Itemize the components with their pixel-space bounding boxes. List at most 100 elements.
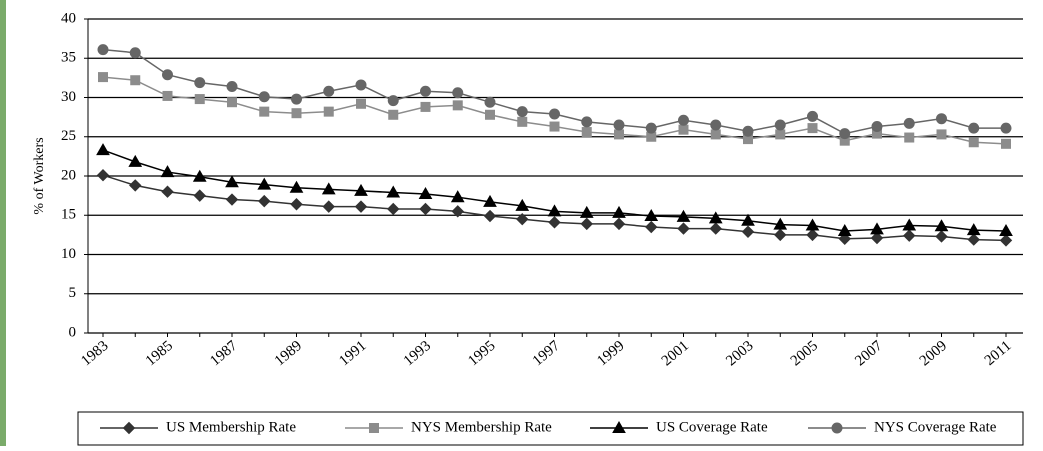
data-point: [676, 209, 691, 222]
y-tick-label: 15: [61, 207, 76, 223]
legend-marker: [369, 423, 379, 433]
data-point: [516, 212, 529, 226]
data-point: [678, 114, 689, 126]
y-tick-label: 0: [69, 324, 77, 340]
data-point: [870, 222, 884, 235]
legend-marker: [612, 420, 626, 433]
x-tick-label: 1993: [401, 338, 434, 370]
data-point: [130, 75, 141, 86]
data-point: [226, 81, 238, 93]
data-point: [807, 110, 818, 122]
data-point: [161, 185, 174, 198]
data-point: [323, 106, 334, 117]
data-point: [386, 185, 401, 198]
data-point: [936, 113, 947, 125]
data-point: [806, 228, 819, 242]
data-point: [516, 106, 528, 118]
x-tick-label: 1999: [594, 338, 627, 370]
x-tick-label: 1989: [272, 338, 305, 370]
y-tick-label: 20: [61, 167, 76, 183]
data-point: [225, 175, 239, 188]
data-point: [903, 117, 915, 129]
y-tick-label: 5: [69, 285, 77, 301]
data-point: [258, 91, 270, 103]
data-point: [581, 127, 592, 138]
data-point: [968, 137, 979, 148]
data-point: [549, 121, 560, 132]
data-point: [517, 116, 528, 127]
data-point: [356, 98, 366, 109]
data-point: [710, 129, 721, 140]
data-point: [904, 132, 915, 143]
data-point: [936, 129, 947, 140]
data-point: [903, 229, 916, 242]
data-point: [775, 129, 786, 140]
data-point: [968, 122, 980, 134]
data-point: [741, 225, 755, 238]
legend-marker: [831, 422, 843, 434]
data-point: [645, 220, 658, 234]
data-point: [967, 233, 980, 246]
data-point: [580, 217, 593, 231]
data-point: [323, 85, 335, 97]
data-point: [291, 93, 302, 105]
data-point: [420, 85, 431, 97]
data-point: [387, 95, 399, 107]
data-point: [612, 205, 626, 218]
x-tick-label: 2003: [723, 338, 756, 370]
x-tick-label: 2001: [659, 338, 692, 370]
data-point: [322, 200, 335, 213]
data-point: [419, 202, 432, 216]
legend-label: NYS Membership Rate: [411, 419, 552, 435]
data-point: [354, 200, 368, 213]
data-point: [452, 100, 463, 111]
data-point: [644, 209, 659, 222]
data-point: [547, 204, 562, 217]
data-point: [805, 218, 820, 231]
data-point: [194, 94, 205, 105]
data-point: [548, 216, 561, 229]
legend-label: US Membership Rate: [166, 419, 296, 435]
data-point: [581, 116, 593, 128]
data-point: [259, 106, 270, 117]
data-point: [773, 217, 788, 230]
data-point: [870, 231, 884, 245]
data-point: [129, 179, 142, 192]
data-point: [289, 180, 304, 193]
data-point: [709, 222, 722, 235]
data-point: [807, 123, 818, 134]
data-point: [677, 222, 690, 235]
data-point: [871, 121, 883, 133]
data-point: [614, 129, 624, 140]
data-point: [225, 193, 239, 206]
data-point: [934, 219, 949, 232]
x-tick-label: 1985: [143, 338, 176, 370]
data-point: [774, 228, 787, 242]
data-point: [354, 183, 368, 196]
data-point: [291, 108, 302, 119]
data-point: [387, 202, 400, 216]
data-point: [484, 96, 496, 108]
data-point: [645, 122, 657, 134]
data-point: [613, 119, 625, 131]
data-point: [193, 189, 206, 202]
data-point: [579, 205, 594, 218]
x-tick-label: 1997: [530, 337, 564, 369]
y-tick-label: 35: [61, 50, 76, 66]
data-point: [321, 182, 336, 195]
data-point: [678, 124, 689, 135]
x-tick-label: 2005: [788, 338, 821, 370]
data-point: [388, 109, 399, 120]
data-point: [194, 77, 206, 89]
data-point: [257, 177, 272, 190]
data-point: [98, 72, 108, 83]
data-point: [420, 101, 431, 112]
legend-label: US Coverage Rate: [656, 419, 768, 435]
data-point: [838, 232, 851, 246]
y-tick-label: 40: [61, 10, 76, 26]
data-point: [483, 194, 497, 207]
data-point: [485, 109, 495, 120]
data-point: [129, 47, 141, 59]
data-point: [162, 90, 173, 101]
